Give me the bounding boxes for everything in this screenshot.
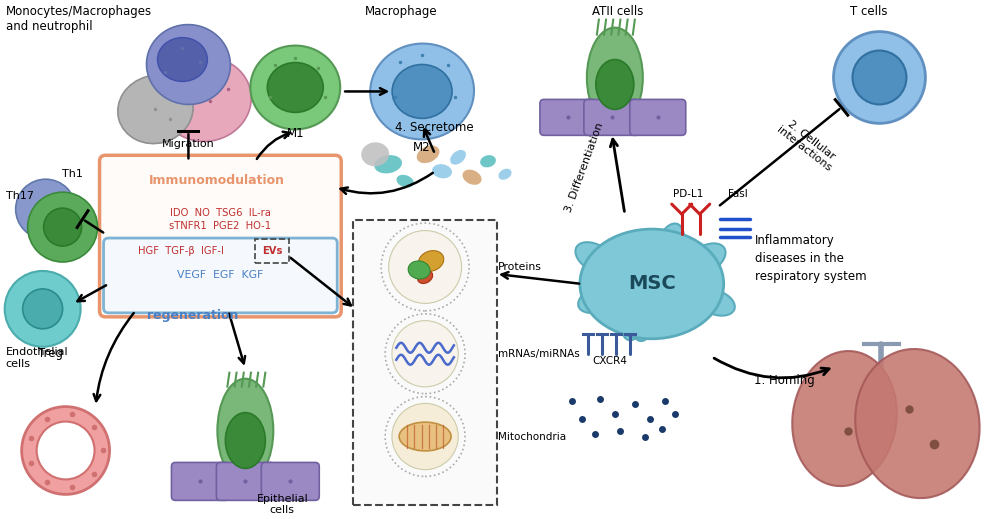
Ellipse shape — [575, 242, 616, 274]
Ellipse shape — [587, 28, 643, 127]
Ellipse shape — [392, 64, 452, 118]
FancyBboxPatch shape — [261, 462, 319, 500]
Ellipse shape — [580, 229, 724, 339]
Ellipse shape — [157, 37, 207, 81]
Circle shape — [16, 179, 76, 239]
Text: FasI: FasI — [728, 189, 748, 199]
Text: mRNAs/miRNAs: mRNAs/miRNAs — [498, 349, 580, 359]
Text: HGF  TGF-β  IGF-I: HGF TGF-β IGF-I — [138, 246, 223, 256]
Ellipse shape — [855, 349, 980, 498]
Ellipse shape — [160, 58, 251, 142]
FancyBboxPatch shape — [353, 220, 497, 506]
Ellipse shape — [498, 169, 512, 180]
Text: 4. Secretome: 4. Secretome — [395, 121, 474, 134]
Ellipse shape — [418, 251, 444, 271]
Circle shape — [392, 403, 458, 470]
Circle shape — [392, 321, 458, 387]
Ellipse shape — [657, 224, 684, 262]
Circle shape — [44, 208, 82, 246]
Ellipse shape — [622, 306, 646, 340]
Ellipse shape — [250, 46, 340, 129]
Circle shape — [389, 230, 462, 304]
Text: Inflammatory
diseases in the
respiratory system: Inflammatory diseases in the respiratory… — [755, 234, 866, 283]
Ellipse shape — [374, 155, 402, 173]
Ellipse shape — [408, 261, 430, 279]
Ellipse shape — [792, 351, 897, 486]
Ellipse shape — [370, 44, 474, 140]
Text: Epithelial
cells: Epithelial cells — [256, 494, 308, 515]
Text: PD-L1: PD-L1 — [673, 189, 703, 199]
Text: Th17: Th17 — [6, 191, 34, 201]
Ellipse shape — [685, 243, 726, 275]
Ellipse shape — [361, 142, 389, 166]
Circle shape — [834, 32, 925, 124]
Text: Treg: Treg — [38, 347, 63, 360]
Text: 1. Homing: 1. Homing — [754, 374, 815, 387]
Ellipse shape — [696, 289, 735, 316]
Text: M1: M1 — [286, 127, 304, 140]
Ellipse shape — [217, 379, 273, 482]
Ellipse shape — [399, 422, 451, 451]
Ellipse shape — [396, 175, 414, 187]
Text: 2. Cellular
interactions: 2. Cellular interactions — [775, 115, 840, 173]
Ellipse shape — [267, 62, 323, 113]
Text: Macrophage: Macrophage — [365, 5, 438, 18]
Text: Th1: Th1 — [62, 169, 83, 179]
Ellipse shape — [578, 286, 617, 313]
Circle shape — [28, 192, 98, 262]
Text: Immunomodulation: Immunomodulation — [148, 174, 284, 187]
FancyBboxPatch shape — [630, 100, 686, 135]
Text: T cells: T cells — [850, 5, 887, 18]
Text: regeneration: regeneration — [147, 309, 238, 322]
Ellipse shape — [418, 270, 433, 283]
Ellipse shape — [432, 164, 452, 179]
Text: EVs: EVs — [262, 246, 283, 256]
FancyBboxPatch shape — [216, 462, 274, 500]
Ellipse shape — [147, 24, 230, 104]
Text: Endothelial
cells: Endothelial cells — [6, 347, 68, 368]
FancyBboxPatch shape — [104, 238, 337, 313]
Ellipse shape — [480, 155, 496, 168]
Text: Proteins: Proteins — [498, 262, 542, 272]
FancyBboxPatch shape — [540, 100, 596, 135]
FancyBboxPatch shape — [100, 155, 341, 317]
Text: MSC: MSC — [628, 275, 676, 293]
Circle shape — [23, 289, 63, 329]
Ellipse shape — [118, 75, 193, 144]
Circle shape — [22, 406, 110, 495]
Ellipse shape — [225, 413, 265, 469]
Text: Monocytes/Macrophages
and neutrophil: Monocytes/Macrophages and neutrophil — [6, 5, 152, 33]
Circle shape — [37, 421, 95, 480]
Text: CXCR4: CXCR4 — [592, 356, 627, 366]
Circle shape — [853, 50, 906, 104]
FancyBboxPatch shape — [584, 100, 640, 135]
Text: M2: M2 — [413, 141, 431, 154]
Circle shape — [5, 271, 81, 347]
Ellipse shape — [417, 145, 439, 163]
FancyBboxPatch shape — [171, 462, 229, 500]
Ellipse shape — [596, 60, 634, 110]
Text: ATII cells: ATII cells — [592, 5, 643, 18]
Ellipse shape — [632, 306, 654, 341]
Text: IDO  NO  TSG6  IL-ra
sTNFR1  PGE2  HO-1: IDO NO TSG6 IL-ra sTNFR1 PGE2 HO-1 — [169, 208, 271, 231]
Text: VEGF  EGF  KGF: VEGF EGF KGF — [177, 270, 264, 280]
Ellipse shape — [463, 170, 482, 185]
Ellipse shape — [450, 150, 466, 165]
Text: Migration: Migration — [162, 139, 215, 149]
Text: 3. Differentiation: 3. Differentiation — [564, 121, 606, 213]
Text: Mitochondria: Mitochondria — [498, 431, 566, 442]
